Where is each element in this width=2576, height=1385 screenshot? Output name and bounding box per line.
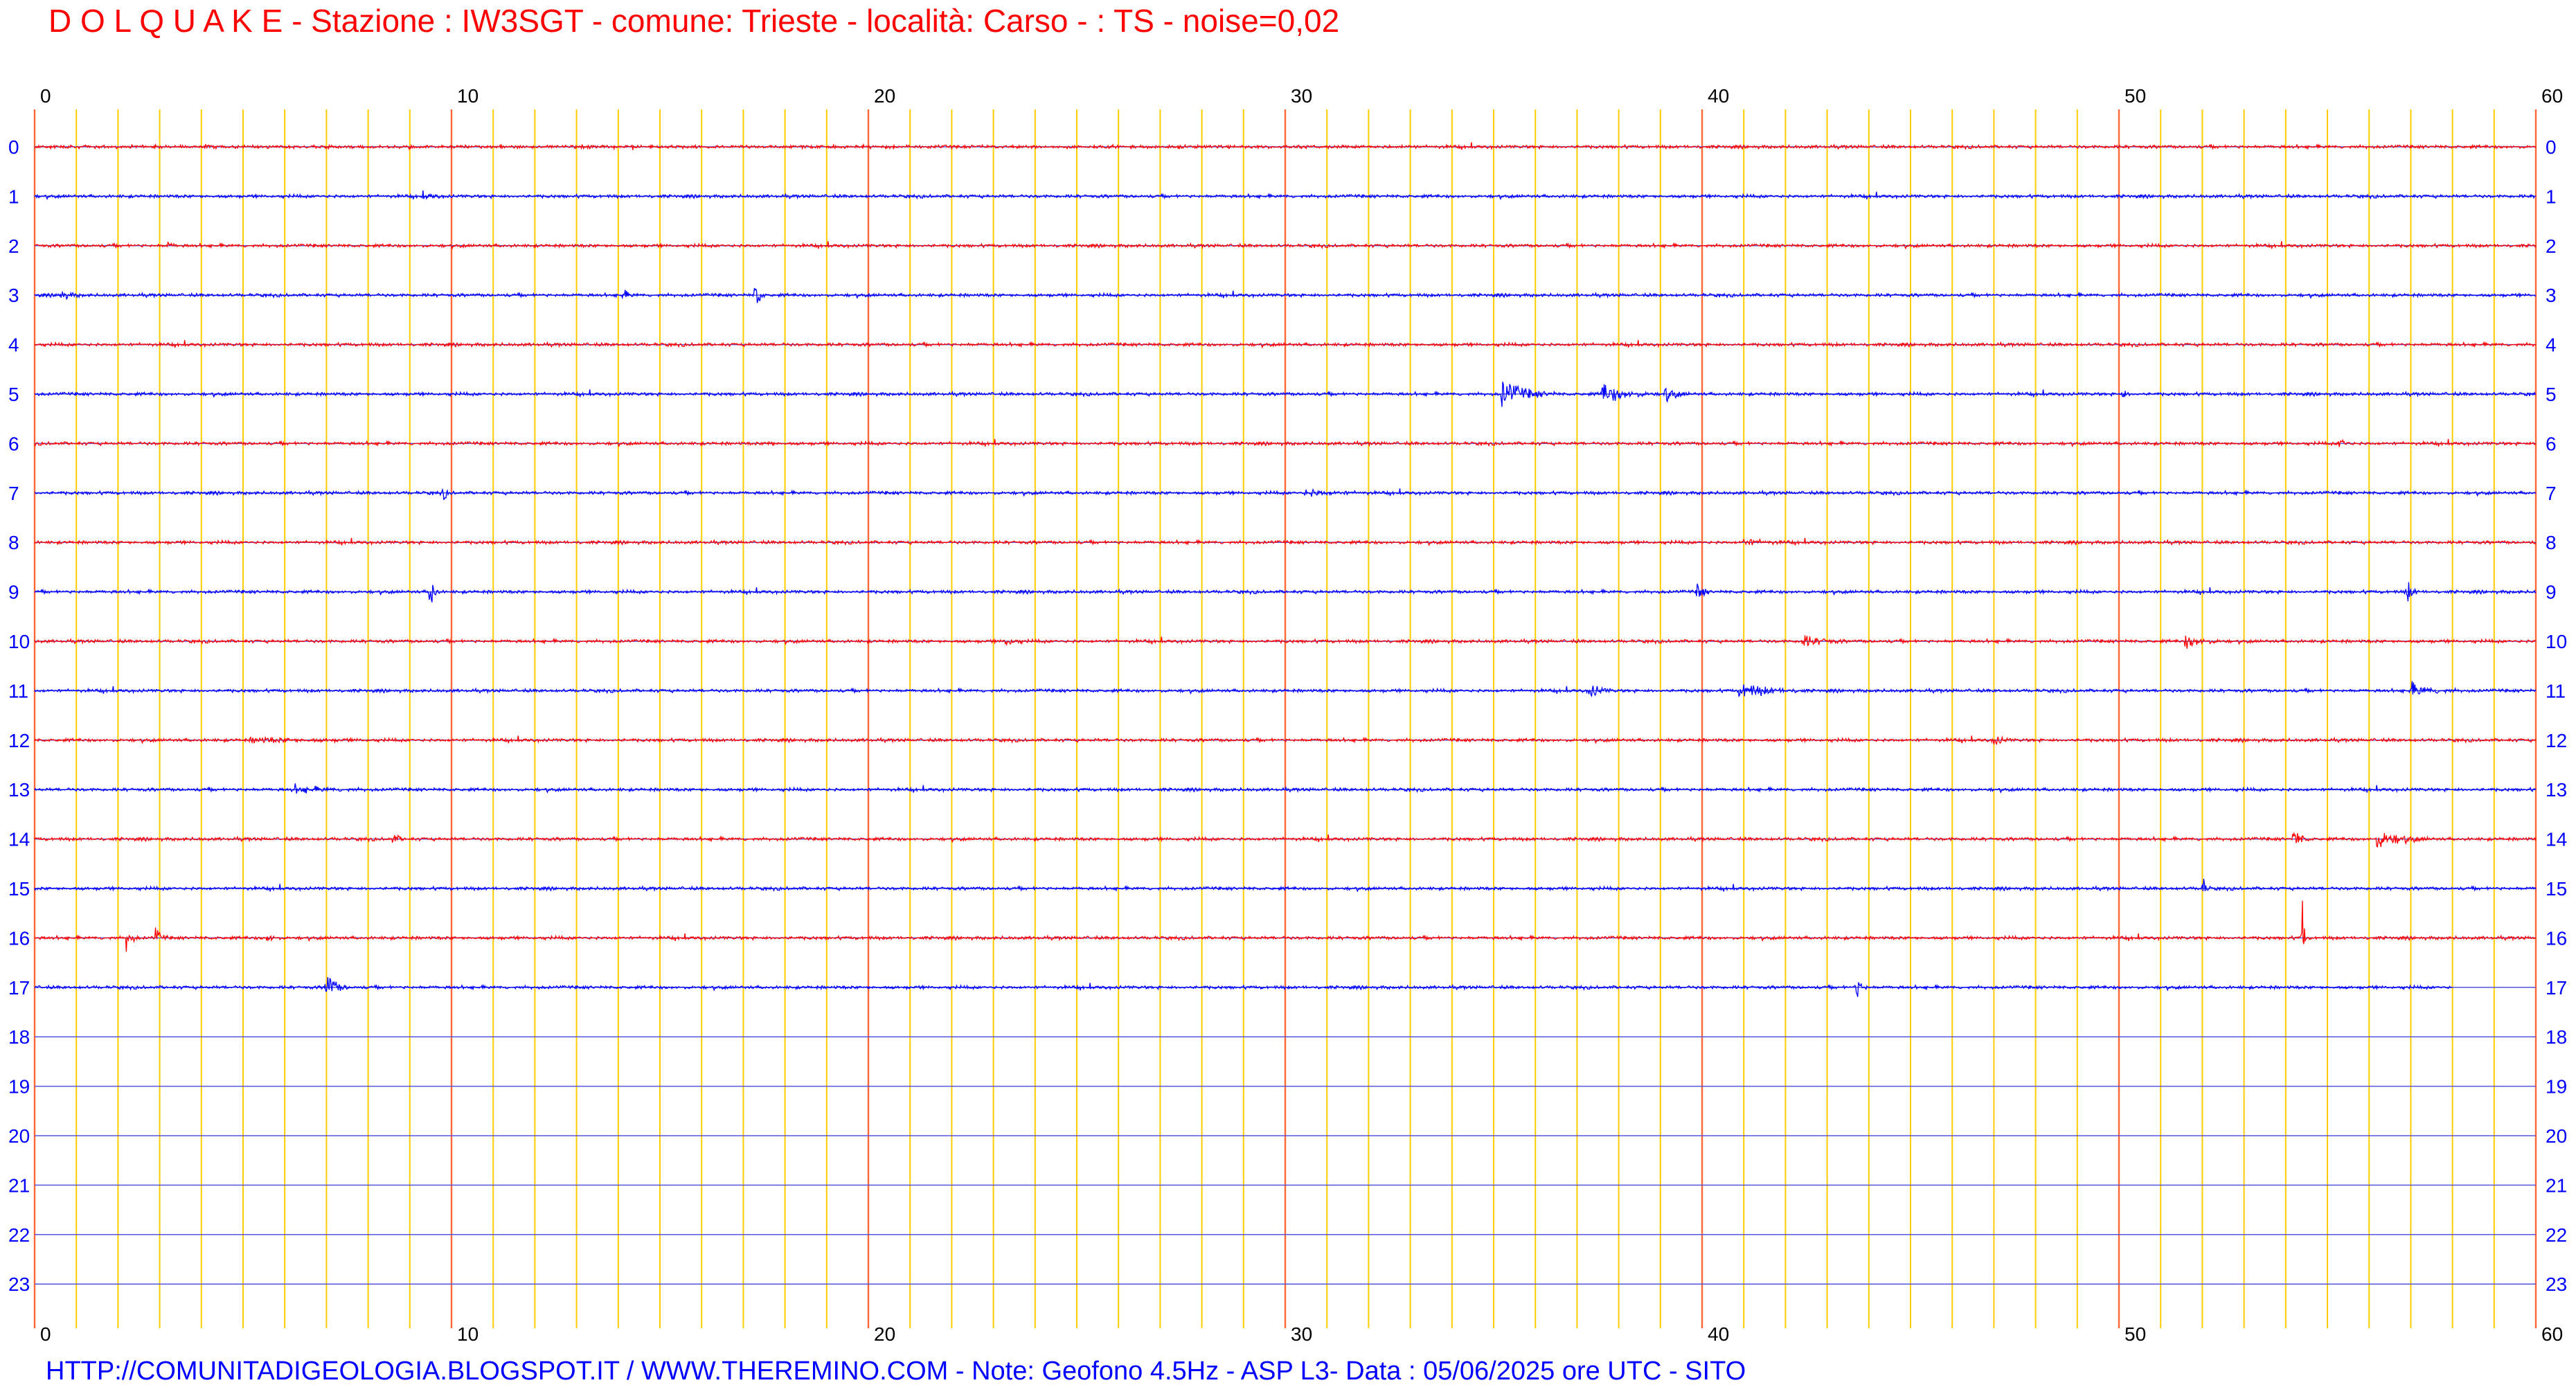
hour-label-left: 19 <box>8 1076 30 1098</box>
minute-tick-label-top: 60 <box>2541 85 2563 107</box>
hour-trace-3 <box>34 287 2537 303</box>
minute-tick-label-bottom: 50 <box>2125 1323 2146 1345</box>
minute-tick-label-bottom: 30 <box>1291 1323 1312 1345</box>
hour-label-right: 14 <box>2546 829 2567 850</box>
hour-trace-4 <box>34 340 2537 349</box>
hour-trace-1 <box>34 190 2537 201</box>
hour-label-right: 6 <box>2546 433 2557 454</box>
hour-label-left: 23 <box>8 1274 30 1295</box>
hour-label-left: 22 <box>8 1224 30 1246</box>
hour-label-right: 11 <box>2546 680 2566 702</box>
trace-layer <box>34 142 2537 997</box>
hour-label-left: 18 <box>8 1026 30 1048</box>
hour-label-left: 5 <box>8 384 19 405</box>
hour-label-left: 11 <box>8 680 28 702</box>
hour-label-left: 15 <box>8 878 30 900</box>
hour-label-left: 20 <box>8 1125 30 1147</box>
hour-label-right: 18 <box>2546 1026 2567 1048</box>
hour-label-left: 17 <box>8 977 30 999</box>
hour-label-left: 1 <box>8 186 19 207</box>
hour-label-right: 2 <box>2546 235 2557 257</box>
minute-tick-label-bottom: 20 <box>874 1323 895 1345</box>
hour-trace-2 <box>34 241 2537 250</box>
minute-tick-label-bottom: 10 <box>457 1323 478 1345</box>
hour-label-right: 8 <box>2546 532 2557 553</box>
hour-label-left: 2 <box>8 235 19 257</box>
hour-trace-8 <box>34 537 2537 546</box>
hour-label-left: 7 <box>8 483 19 504</box>
hour-label-right: 19 <box>2546 1076 2567 1098</box>
hour-label-right: 9 <box>2546 582 2557 603</box>
hour-label-left: 6 <box>8 433 19 454</box>
minute-tick-label-top: 30 <box>1291 85 1312 107</box>
minute-tick-label-top: 10 <box>457 85 478 107</box>
minute-tick-label-bottom: 40 <box>1708 1323 1729 1345</box>
hour-trace-6 <box>34 438 2537 448</box>
minute-tick-label-bottom: 0 <box>40 1323 51 1345</box>
hour-trace-11 <box>34 681 2537 698</box>
hour-label-left: 13 <box>8 779 30 801</box>
hour-label-right: 22 <box>2546 1224 2567 1246</box>
hour-label-left: 21 <box>8 1174 30 1196</box>
hour-label-right: 1 <box>2546 186 2557 207</box>
hour-label-right: 5 <box>2546 384 2557 405</box>
hour-trace-17 <box>34 976 2453 997</box>
minute-tick-label-top: 40 <box>1708 85 1729 107</box>
minute-tick-label-top: 20 <box>874 85 895 107</box>
minute-tick-label-top: 50 <box>2125 85 2146 107</box>
hour-label-right: 7 <box>2546 483 2557 504</box>
hour-label-left: 14 <box>8 829 30 850</box>
hour-label-right: 17 <box>2546 977 2567 999</box>
hour-trace-15 <box>34 878 2537 893</box>
hour-trace-0 <box>34 142 2537 151</box>
minute-tick-label-top: 0 <box>40 85 51 107</box>
hour-label-right: 12 <box>2546 730 2567 751</box>
grid-layer <box>33 109 2537 1328</box>
hour-label-left: 16 <box>8 927 30 949</box>
hour-trace-12 <box>34 735 2537 745</box>
hour-trace-10 <box>34 635 2537 649</box>
hour-label-right: 21 <box>2546 1174 2567 1196</box>
hour-label-right: 20 <box>2546 1125 2567 1147</box>
page-title: D O L Q U A K E - Stazione : IW3SGT - co… <box>48 3 1339 39</box>
footer-credits: HTTP://COMUNITADIGEOLOGIA.BLOGSPOT.IT / … <box>46 1357 1746 1385</box>
hour-trace-16 <box>34 900 2537 952</box>
hour-trace-14 <box>34 831 2537 848</box>
hour-label-left: 8 <box>8 532 19 553</box>
hour-label-left: 4 <box>8 334 19 356</box>
hour-label-left: 12 <box>8 730 30 751</box>
hour-label-right: 4 <box>2546 334 2557 356</box>
hour-label-right: 3 <box>2546 285 2557 306</box>
hour-label-left: 0 <box>8 136 19 158</box>
hour-trace-7 <box>34 488 2537 501</box>
hour-trace-9 <box>34 582 2537 602</box>
hour-label-right: 23 <box>2546 1274 2567 1295</box>
minute-tick-label-bottom: 60 <box>2541 1323 2563 1345</box>
hour-label-left: 3 <box>8 285 19 306</box>
hour-label-right: 10 <box>2546 631 2567 652</box>
hour-trace-13 <box>34 783 2537 794</box>
hour-label-right: 0 <box>2546 136 2557 158</box>
hour-trace-5 <box>34 382 2537 407</box>
hour-label-left: 9 <box>8 582 19 603</box>
hour-label-right: 16 <box>2546 927 2567 949</box>
hour-label-right: 15 <box>2546 878 2567 900</box>
hour-label-left: 10 <box>8 631 30 652</box>
hour-label-right: 13 <box>2546 779 2567 801</box>
